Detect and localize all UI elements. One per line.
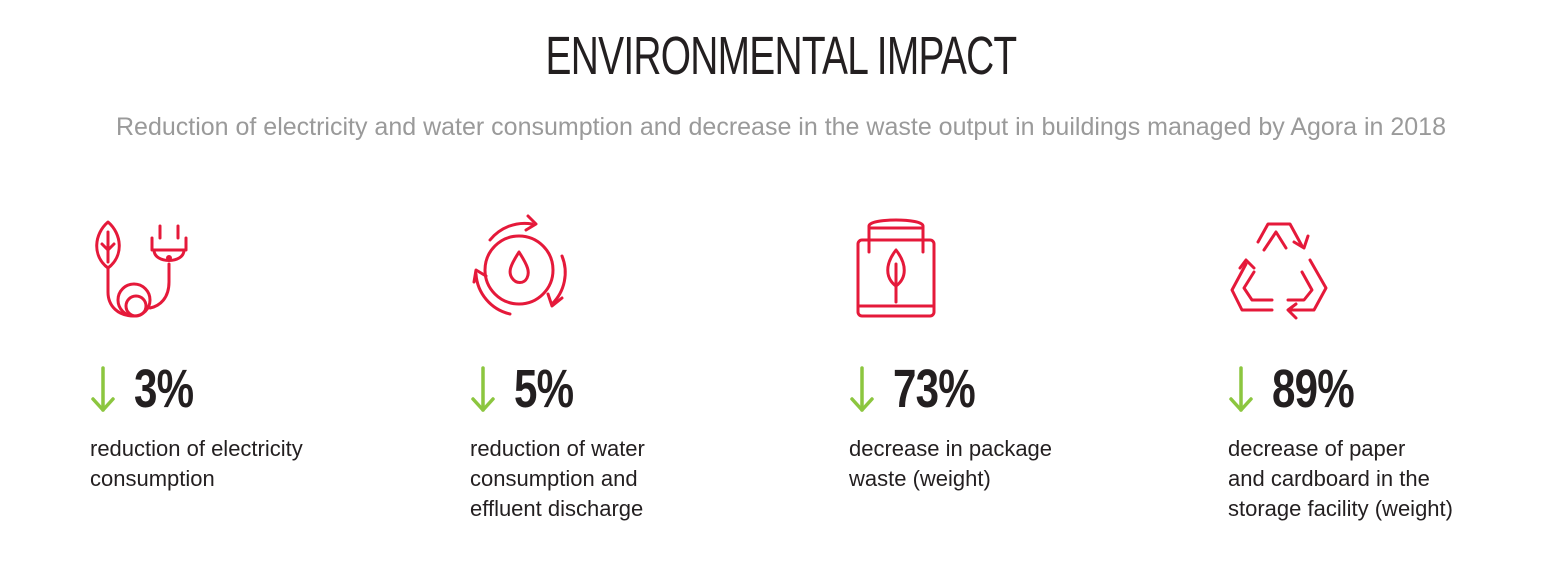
stat-package-waste: 73% decrease in package waste (weight) <box>849 212 1179 542</box>
down-arrow-icon <box>849 365 879 415</box>
stat-value: 5% <box>514 359 574 419</box>
down-arrow-icon <box>470 365 500 415</box>
page-title: ENVIRONMENTAL IMPACT <box>545 26 1018 86</box>
stat-value: 3% <box>134 359 194 419</box>
stat-paper-cardboard: 89% decrease of paper and cardboard in t… <box>1228 212 1558 542</box>
stat-description: decrease of paper and cardboard in the s… <box>1228 436 1453 521</box>
leaf-plug-icon <box>90 212 200 322</box>
stat-description: decrease in package waste (weight) <box>849 436 1053 491</box>
stat-value: 73% <box>893 359 976 419</box>
stat-description: reduction of water consumption and efflu… <box>470 436 645 521</box>
down-arrow-icon <box>90 365 120 415</box>
recycle-icon <box>1228 212 1338 322</box>
stat-description: reduction of electricity consumption <box>90 436 303 491</box>
stat-value: 89% <box>1272 359 1355 419</box>
page-subtitle: Reduction of electricity and water consu… <box>115 113 1446 141</box>
down-arrow-icon <box>1228 365 1258 415</box>
water-drop-cycle-icon <box>470 212 580 322</box>
stat-water: 5% reduction of water consumption and ef… <box>470 212 800 542</box>
eco-bag-icon <box>849 212 959 322</box>
stat-electricity: 3% reduction of electricity consumption <box>90 212 420 542</box>
